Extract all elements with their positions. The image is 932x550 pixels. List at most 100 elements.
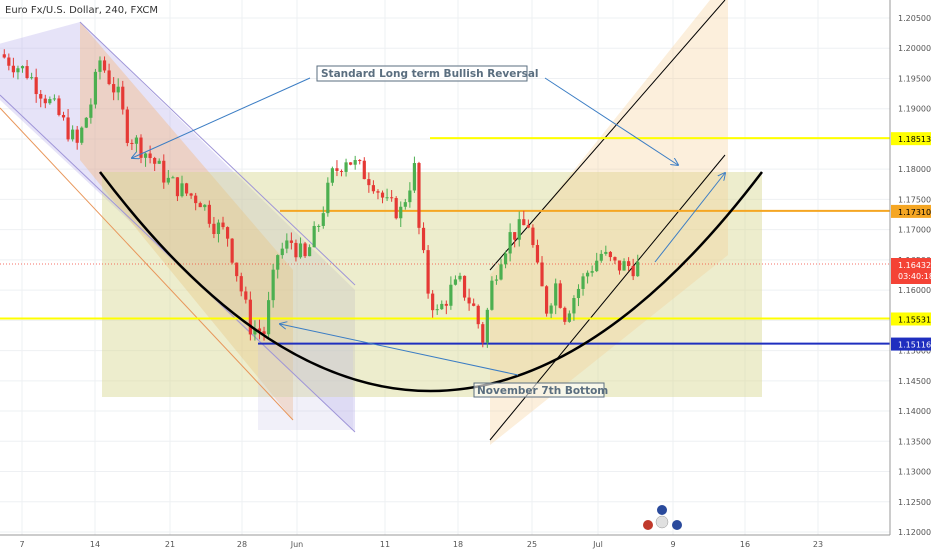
candle-body <box>567 313 571 322</box>
candle-body <box>75 129 79 143</box>
candle-body <box>513 232 517 240</box>
candle-body <box>380 192 385 198</box>
candle-body <box>444 303 448 306</box>
candle-body <box>93 71 98 105</box>
pattern-zone-fill <box>102 172 762 397</box>
candle-body <box>613 257 617 261</box>
candle-body <box>563 307 567 322</box>
grid <box>0 0 890 535</box>
candle-body <box>431 293 435 311</box>
level-label: 1.16432 <box>898 261 931 270</box>
candle-body <box>276 255 280 270</box>
candle-body <box>367 179 371 186</box>
y-tick-label: 1.17000 <box>898 226 931 235</box>
candle-body <box>403 202 407 207</box>
candle-body <box>490 280 494 310</box>
candle-body <box>358 160 362 162</box>
candle-body <box>476 305 480 325</box>
candle-body <box>266 300 271 335</box>
time-axis: 7 14 21 28 Jun 11 18 25 Jul 9 16 23 <box>19 540 823 549</box>
candle-body <box>595 260 599 272</box>
flag-icon-center[interactable] <box>655 515 669 529</box>
x-tick-label: 9 <box>670 540 675 549</box>
candle-body <box>426 250 430 294</box>
countdown-label: 03:40:18 <box>898 272 932 281</box>
candle-body <box>34 77 38 95</box>
candle-body <box>522 219 526 226</box>
candle-body <box>408 190 412 203</box>
flag-icon-us-right[interactable] <box>672 520 682 530</box>
level-label-box <box>891 204 931 218</box>
candle-body <box>344 162 348 172</box>
level-label-box <box>891 312 931 326</box>
candle-body <box>221 222 225 228</box>
candle-body <box>499 264 503 280</box>
candle-body <box>399 206 403 219</box>
candle-body <box>572 298 576 314</box>
candle-body <box>326 182 330 214</box>
level-label: 1.15116 <box>898 341 931 350</box>
y-tick-label: 1.20000 <box>898 44 931 53</box>
x-tick-label: 11 <box>380 540 390 549</box>
level-label-box <box>891 132 931 146</box>
candle-body <box>540 262 544 287</box>
level-label-box <box>891 337 931 351</box>
candle-body <box>394 198 398 219</box>
candle-body <box>134 137 139 144</box>
y-tick-label: 1.16000 <box>898 286 931 295</box>
flag-icon-eu[interactable] <box>657 505 667 515</box>
candle-body <box>143 153 148 158</box>
price-levels <box>0 137 890 345</box>
candle-body <box>271 269 275 301</box>
arrow-projection-up <box>654 173 725 263</box>
price-axis: 1.205001.200001.195001.190001.185001.180… <box>898 14 931 537</box>
y-tick-label: 1.14500 <box>898 377 931 386</box>
candle-body <box>102 60 107 71</box>
arrow-to-bottom <box>280 324 519 376</box>
x-tick-label: 28 <box>237 540 247 549</box>
candle-body <box>636 261 640 277</box>
candle-body <box>71 129 75 140</box>
candle-body <box>166 177 170 183</box>
candle-body <box>376 191 380 193</box>
candle-body <box>526 225 530 228</box>
candle-body <box>308 247 312 257</box>
candle-body <box>335 168 339 171</box>
candle-body <box>458 275 462 280</box>
candle-body <box>604 251 608 254</box>
candle-body <box>212 223 216 235</box>
price-level-labels: 1.18513 1.17310 1.16432 1.15531 1.15116 <box>891 132 931 351</box>
descending-channel-fill-purple <box>0 22 355 432</box>
candle-body <box>84 117 88 128</box>
level-label: 1.18513 <box>898 135 931 144</box>
candle-body <box>194 195 198 204</box>
candle-body <box>116 86 120 93</box>
x-tick-label: 23 <box>813 540 823 549</box>
candle-body <box>622 261 626 271</box>
x-tick-label: 25 <box>527 540 537 549</box>
candle-body <box>11 65 15 73</box>
candle-body <box>298 243 303 258</box>
ascending-channel-upper-line <box>489 0 726 271</box>
candle-body <box>353 160 357 165</box>
candle-body <box>312 225 316 248</box>
candle-body <box>39 94 43 99</box>
candle-body <box>517 219 521 240</box>
candle-body <box>225 227 230 239</box>
candle-body <box>61 114 66 118</box>
candle-body <box>175 177 180 197</box>
annotation-box-reversal <box>316 65 528 82</box>
candle-body <box>112 84 116 93</box>
economic-event-icons[interactable] <box>643 505 682 530</box>
arrow-to-top-left <box>132 77 311 158</box>
candle-body <box>294 242 298 258</box>
candle-body <box>2 54 6 58</box>
rounding-bottom-curve <box>99 171 763 393</box>
candle-body <box>25 66 29 79</box>
orange-channel-line <box>0 107 294 421</box>
candle-body <box>66 117 70 140</box>
flag-icon-us-left[interactable] <box>643 520 653 530</box>
candle-body <box>280 248 284 256</box>
candle-body <box>503 253 508 265</box>
